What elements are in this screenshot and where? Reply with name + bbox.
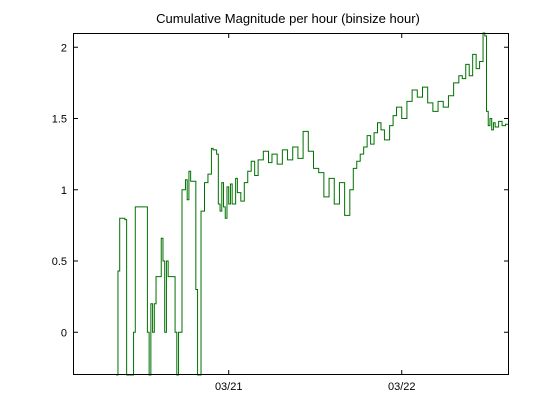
chart-title: Cumulative Magnitude per hour (binsize h…: [156, 11, 420, 26]
series-layer: [116, 32, 509, 376]
y-tick-label: 2: [61, 42, 67, 54]
x-tick-label: 03/22: [388, 381, 416, 393]
plot-frame: [73, 33, 509, 375]
plot-area: [73, 33, 509, 375]
y-tick-label: 0.5: [52, 256, 67, 268]
axes-layer: 0 0.5 1 1.5 2 03/21 03/22: [52, 33, 509, 393]
x-tick-label: 03/21: [215, 381, 243, 393]
y-tick-label: 1.5: [52, 114, 67, 126]
y-tick-label: 0: [61, 327, 67, 339]
series-line-0: [116, 32, 509, 376]
y-tick-label: 1: [61, 185, 67, 197]
